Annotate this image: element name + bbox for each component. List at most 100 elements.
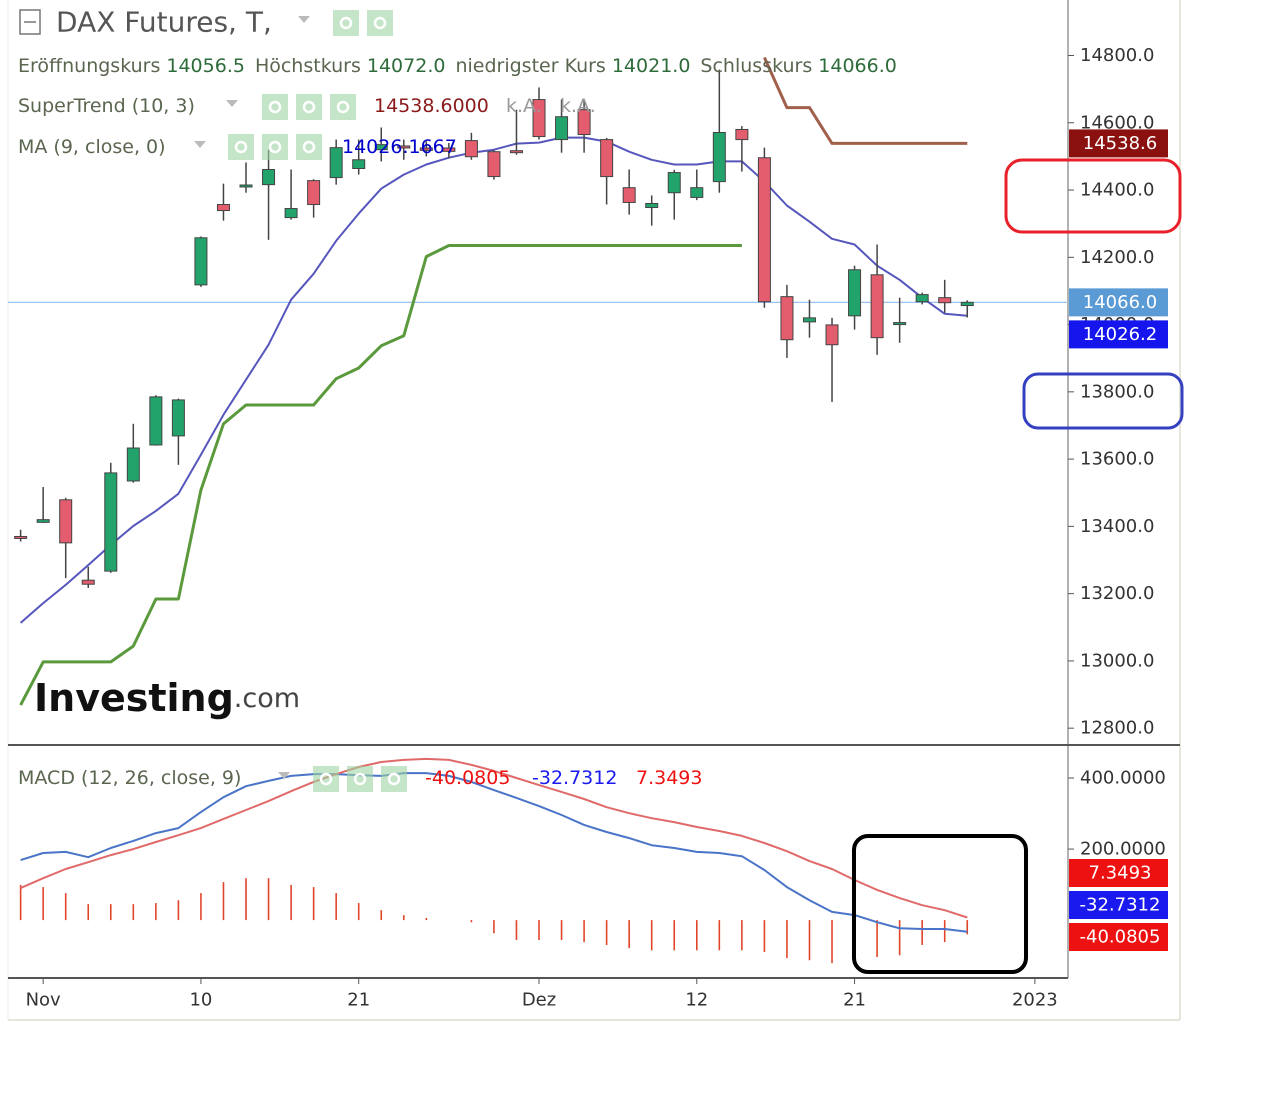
candle-body	[577, 109, 591, 136]
candle-body	[14, 535, 28, 539]
candle-body	[307, 180, 321, 205]
indicator-icon[interactable]	[367, 10, 393, 36]
indicator-icon[interactable]	[313, 766, 339, 792]
candle-body	[780, 296, 794, 341]
candle-body	[487, 151, 501, 178]
highlight-black	[852, 834, 1028, 974]
candle-body	[757, 157, 771, 303]
chart-title: DAX Futures, T,	[56, 6, 272, 39]
indicator-na: k.A.	[560, 95, 596, 117]
indicator-icon-glyph	[353, 772, 367, 786]
highlight-blue	[1022, 372, 1184, 430]
dropdown-arrow	[278, 772, 290, 779]
indicator-name: MACD (12, 26, close, 9)	[18, 767, 241, 789]
candle-body	[690, 187, 704, 198]
candle-body	[239, 184, 253, 188]
indicator-icon-glyph	[336, 100, 350, 114]
indicator-value: -40.0805	[425, 767, 510, 789]
indicator-value: 7.3493	[636, 767, 702, 789]
indicator-icon-glyph	[319, 772, 333, 786]
supertrend-up	[19, 244, 742, 706]
y-tick-label: 13400.0	[1080, 516, 1154, 537]
axis-value-box	[1069, 288, 1168, 317]
ohlc-name: Schlusskurs	[700, 55, 812, 77]
indicator-icon[interactable]	[228, 134, 254, 160]
candle-body	[802, 317, 816, 323]
axis-value-label: 14026.2	[1083, 324, 1157, 345]
y-tick-label: 12800.0	[1080, 718, 1154, 739]
indicator-value: 14538.6000	[374, 95, 489, 117]
axis-value-label: 7.3493	[1089, 863, 1152, 884]
candle-body	[509, 150, 523, 154]
indicator-value: -32.7312	[532, 767, 617, 789]
candle-body	[712, 132, 726, 183]
axis-value-box	[1069, 923, 1168, 951]
ohlc-value: 14056.5	[166, 55, 245, 77]
indicator-icon[interactable]	[296, 134, 322, 160]
candle-body	[216, 203, 230, 212]
indicator-line	[20, 772, 968, 933]
ohlc-legend: Eröffnungskurs 14056.5 Höchstkurs 14072.0 ni…	[18, 55, 897, 77]
candle-body	[104, 472, 118, 572]
x-tick-label: 2023	[1012, 990, 1058, 1011]
x-tick-label: 10	[189, 990, 212, 1011]
axis-value-label: 14066.0	[1083, 292, 1157, 313]
axis-value-label: -40.0805	[1080, 927, 1161, 948]
indicator-icon[interactable]	[347, 766, 373, 792]
axis-value-label: 14538.6	[1083, 133, 1157, 154]
candle-body	[374, 144, 388, 151]
x-tick-label: 21	[347, 990, 370, 1011]
collapse-icon[interactable]	[19, 9, 41, 35]
candle-body	[397, 145, 411, 149]
candle-body	[262, 169, 276, 186]
y-tick-label: 200.0000	[1080, 839, 1166, 860]
watermark-name: Investing	[34, 676, 234, 720]
ohlc-value: 14066.0	[818, 55, 897, 77]
candle-body	[893, 322, 907, 326]
indicator-icon[interactable]	[330, 94, 356, 120]
candle-body	[59, 499, 73, 544]
indicator-icon[interactable]	[296, 94, 322, 120]
ohlc-name: niedrigster Kurs	[455, 55, 605, 77]
indicator-name: SuperTrend (10, 3)	[18, 95, 195, 117]
y-tick-label: 13000.0	[1080, 650, 1154, 671]
watermark: Investing.com	[34, 676, 300, 720]
indicator-icon-glyph	[302, 100, 316, 114]
ohlc-value: 14021.0	[612, 55, 691, 77]
indicator-icon-glyph	[268, 140, 282, 154]
indicator-icon[interactable]	[262, 134, 288, 160]
candle-body	[915, 294, 929, 303]
y-tick-label: 14400.0	[1080, 180, 1154, 201]
axis-value-box	[1069, 320, 1168, 349]
candle-body	[36, 519, 50, 523]
indicator-na: k.A.	[506, 95, 542, 117]
indicator-icon-glyph	[373, 16, 387, 30]
indicator-icon-glyph	[268, 100, 282, 114]
indicator-icon[interactable]	[333, 10, 359, 36]
axis-value-box	[1069, 129, 1168, 158]
candle-body	[171, 399, 185, 437]
candle-body	[848, 269, 862, 317]
candle-body	[622, 187, 636, 203]
indicator-icon[interactable]	[262, 94, 288, 120]
y-tick-label: 14800.0	[1080, 45, 1154, 66]
candle-body	[870, 274, 884, 339]
highlight-red	[1004, 158, 1182, 234]
y-tick-label: 13800.0	[1080, 381, 1154, 402]
x-tick-label: 21	[843, 990, 866, 1011]
dropdown-arrow	[298, 16, 310, 23]
x-tick-label: 12	[685, 990, 708, 1011]
indicator-icon-glyph	[302, 140, 316, 154]
supertrend-legend: SuperTrend (10, 3) 14538.6000 k.A. k.A.	[18, 95, 596, 117]
candle-body	[352, 159, 366, 170]
x-tick-label: Nov	[26, 990, 61, 1011]
indicator-name: MA (9, close, 0)	[18, 136, 166, 158]
indicator-icon[interactable]	[381, 766, 407, 792]
axis-value-box	[1069, 891, 1168, 919]
y-tick-label: 13200.0	[1080, 583, 1154, 604]
candle-body	[735, 128, 749, 141]
candle-body	[194, 237, 208, 286]
dropdown-arrow	[194, 141, 206, 148]
candle-body	[419, 147, 433, 151]
